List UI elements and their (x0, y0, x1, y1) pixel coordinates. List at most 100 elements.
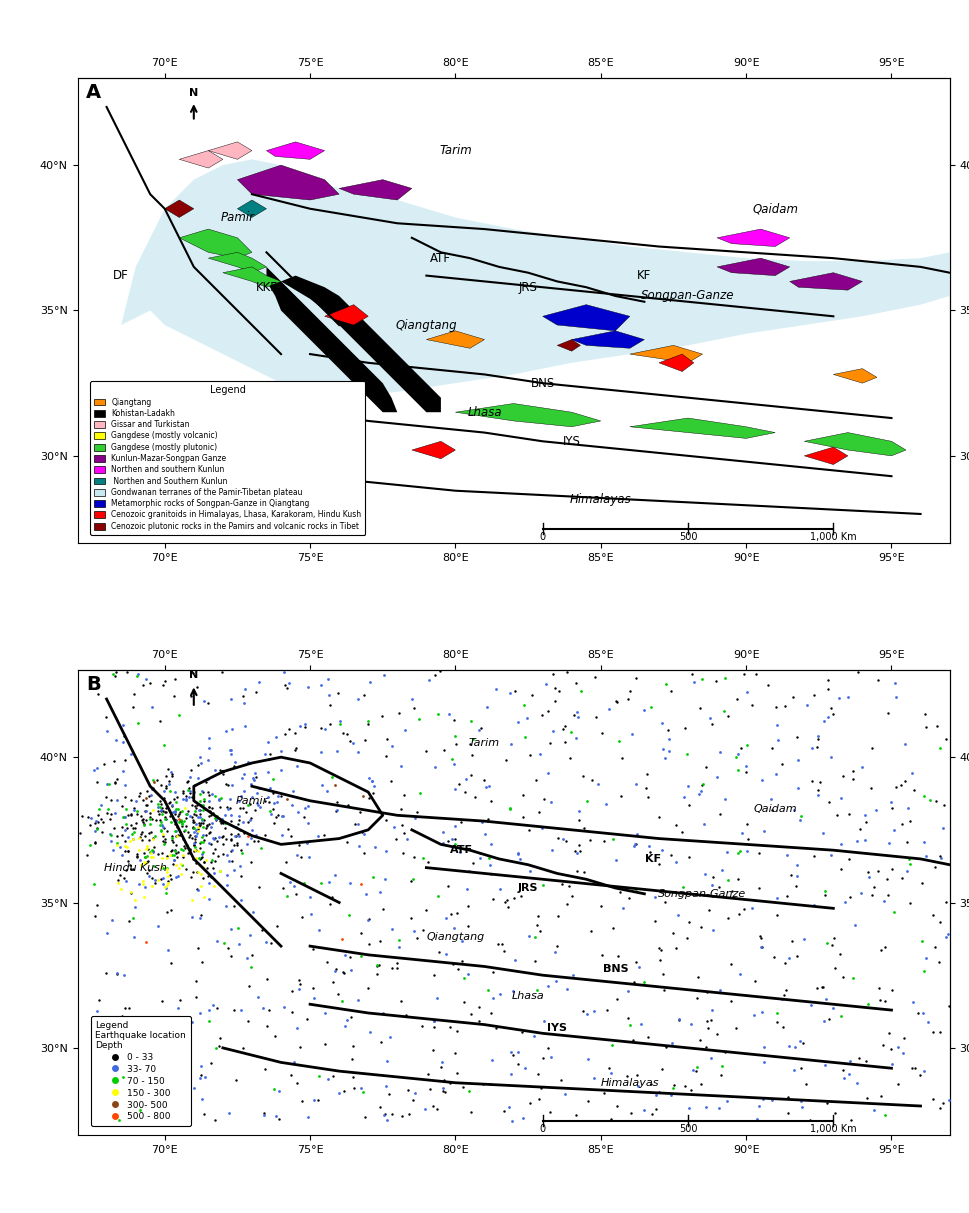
Point (168, 821, 183, 841)
Polygon shape (717, 229, 790, 246)
Point (375, 706, 391, 725)
Point (238, 803, 254, 822)
Point (425, 1018, 441, 1037)
Point (195, 858, 210, 877)
Point (172, 809, 187, 828)
Point (806, 895, 822, 915)
Point (190, 769, 205, 788)
Point (187, 804, 203, 824)
Point (138, 826, 153, 845)
Point (117, 832, 133, 852)
Point (140, 796, 155, 815)
Point (191, 862, 206, 882)
Point (202, 739, 217, 758)
Point (421, 853, 436, 872)
Point (728, 1018, 743, 1037)
Point (161, 771, 176, 791)
Point (669, 853, 684, 872)
Point (866, 1100, 882, 1120)
Point (185, 819, 201, 838)
Point (126, 819, 141, 838)
Point (751, 878, 766, 898)
Point (515, 785, 530, 804)
Point (195, 796, 210, 815)
Point (346, 1078, 361, 1098)
Point (98, 963, 113, 983)
Point (728, 747, 743, 767)
Point (337, 945, 353, 964)
Point (793, 1031, 808, 1050)
Point (661, 729, 676, 748)
Point (186, 833, 202, 853)
Point (516, 696, 532, 716)
Point (176, 837, 192, 856)
Point (234, 866, 249, 885)
Point (681, 912, 697, 932)
Point (712, 1098, 728, 1117)
Point (201, 797, 216, 816)
Point (753, 929, 768, 949)
Point (405, 1090, 421, 1110)
Point (258, 745, 273, 764)
Point (354, 923, 369, 943)
Point (291, 802, 306, 821)
Point (207, 761, 223, 780)
Point (455, 1077, 471, 1097)
Point (179, 836, 195, 855)
Point (116, 727, 132, 746)
Point (295, 1090, 310, 1110)
Point (827, 958, 842, 978)
Point (300, 1107, 316, 1127)
Point (153, 821, 169, 841)
Point (139, 932, 154, 951)
Point (629, 774, 644, 793)
Point (842, 888, 858, 907)
Polygon shape (630, 418, 775, 438)
Text: IYS: IYS (563, 434, 580, 448)
Point (846, 968, 861, 987)
Point (184, 808, 200, 827)
Point (438, 945, 453, 964)
Point (442, 1018, 457, 1037)
Point (796, 1033, 811, 1053)
Point (361, 910, 377, 929)
Point (127, 801, 142, 820)
Point (384, 1104, 399, 1123)
Point (178, 790, 194, 809)
Point (202, 814, 217, 833)
Point (102, 809, 117, 828)
Point (322, 872, 337, 892)
Point (809, 738, 825, 757)
Point (141, 831, 157, 850)
Point (376, 665, 391, 684)
Point (604, 1110, 619, 1129)
Point (834, 1060, 850, 1080)
Point (369, 956, 385, 975)
Point (321, 670, 336, 689)
Point (472, 843, 487, 862)
Point (114, 1006, 130, 1025)
Point (208, 810, 224, 830)
Point (144, 770, 160, 790)
Text: 0: 0 (540, 1124, 546, 1134)
Point (907, 1059, 922, 1078)
Point (118, 799, 134, 819)
Point (316, 825, 331, 844)
Point (266, 793, 282, 813)
Point (168, 782, 183, 802)
Point (165, 796, 180, 815)
Point (159, 862, 174, 882)
Point (914, 930, 929, 950)
Point (703, 708, 718, 728)
Point (214, 809, 230, 828)
Point (89, 819, 105, 838)
Point (889, 778, 904, 797)
Point (255, 921, 270, 940)
Point (481, 980, 496, 1000)
Point (155, 826, 171, 845)
Point (361, 788, 377, 808)
Point (313, 742, 328, 762)
Point (897, 771, 913, 791)
Point (175, 784, 191, 803)
Point (626, 973, 641, 992)
